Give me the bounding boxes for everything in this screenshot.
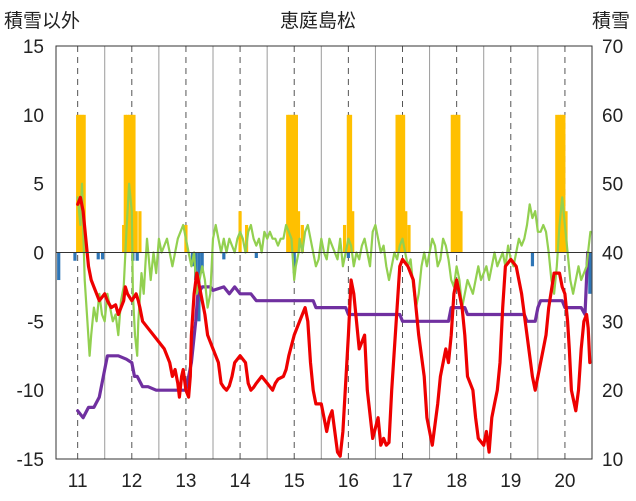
x-tick-label: 20	[554, 471, 575, 492]
sunshine-bar	[130, 114, 134, 253]
sunshine-bar	[562, 114, 566, 253]
sunshine-bar	[76, 114, 80, 253]
x-tick-label: 11	[68, 471, 88, 492]
precipitation-bar	[222, 252, 226, 260]
precipitation-bar	[254, 252, 258, 259]
sunshine-bar	[557, 114, 562, 253]
x-tick-label: 12	[121, 471, 142, 492]
sunshine-bar	[123, 114, 127, 253]
sunshine-bar	[395, 114, 399, 253]
axis-frame	[55, 45, 593, 460]
sunshine-bar	[452, 114, 457, 253]
y-right-tick-label: 30	[602, 312, 623, 333]
sunshine-bar	[286, 114, 290, 253]
sunshine-bar	[290, 114, 294, 253]
sunshine-bar	[122, 224, 126, 253]
right-axis-title: 積雪	[591, 11, 630, 32]
wind-line	[76, 182, 592, 357]
sunshine-bar	[82, 114, 86, 253]
sunshine-bar	[397, 114, 401, 253]
sunshine-bar	[288, 114, 292, 253]
bar-marks	[57, 114, 592, 322]
left-axis-title: 積雪以外	[4, 11, 81, 32]
x-tick-label: 17	[392, 471, 413, 492]
y-left-tick-label: 10	[23, 106, 44, 127]
line-series	[76, 182, 592, 458]
precipitation-bar	[588, 252, 592, 294]
x-tick-label: 13	[175, 471, 196, 492]
sunshine-bar	[342, 224, 347, 253]
precipitation-bar	[346, 252, 350, 259]
precipitation-bar	[73, 252, 77, 261]
sunshine-bar	[134, 211, 138, 253]
x-tick-label: 15	[284, 471, 305, 492]
sunshine-bar	[555, 114, 559, 253]
y-right-tick-label: 40	[602, 244, 623, 265]
precipitation-bar	[530, 252, 535, 267]
precipitation-bar	[96, 252, 100, 260]
sunshine-bar	[401, 114, 406, 253]
sunshine-bar	[300, 224, 304, 253]
y-right-tick-label: 50	[602, 175, 623, 196]
y-right-tick-label: 70	[602, 37, 623, 58]
sunshine-bar	[455, 114, 459, 253]
y-left-tick-label: -15	[17, 450, 44, 471]
y-left-tick-label: 0	[33, 244, 44, 265]
sunshine-bar	[132, 114, 136, 253]
sunshine-bar	[560, 114, 564, 253]
sunshine-bar	[294, 114, 298, 253]
chart-title: 恵庭島松	[279, 11, 356, 32]
x-tick-label: 19	[500, 471, 521, 492]
sunshine-bar	[138, 211, 142, 253]
sunshine-bar	[399, 114, 404, 253]
x-tick-label: 16	[338, 471, 359, 492]
precipitation-bar	[57, 252, 61, 281]
sunshine-bar	[78, 114, 82, 253]
sunshine-bar	[125, 114, 130, 253]
sunshine-bar	[351, 211, 355, 253]
sunshine-bar	[407, 224, 411, 253]
x-tick-label: 18	[446, 471, 467, 492]
temperature-line	[76, 195, 592, 458]
y-left-tick-label: 15	[23, 37, 44, 58]
y-left-tick-label: -5	[27, 312, 44, 333]
precipitation-bar	[135, 252, 139, 261]
y-right-tick-label: 10	[602, 450, 623, 471]
plot-frame	[55, 45, 593, 460]
y-left-tick-label: -10	[17, 381, 44, 402]
sunshine-bar	[296, 211, 301, 253]
sunshine-bar	[450, 114, 454, 253]
sunshine-bar	[404, 211, 408, 253]
y-right-tick-label: 60	[602, 106, 623, 127]
precipitation-bar	[100, 252, 105, 260]
sunshine-bar	[346, 114, 350, 253]
precipitation-bar	[292, 252, 296, 274]
sunshine-bar	[457, 114, 461, 253]
sunshine-bar	[459, 211, 463, 253]
sunshine-bar	[348, 114, 353, 253]
y-left-tick-label: 5	[33, 175, 44, 196]
precipitation-bar	[200, 252, 204, 274]
x-tick-label: 14	[230, 471, 252, 492]
sunshine-bar	[292, 114, 296, 253]
y-right-tick-label: 20	[602, 381, 623, 402]
